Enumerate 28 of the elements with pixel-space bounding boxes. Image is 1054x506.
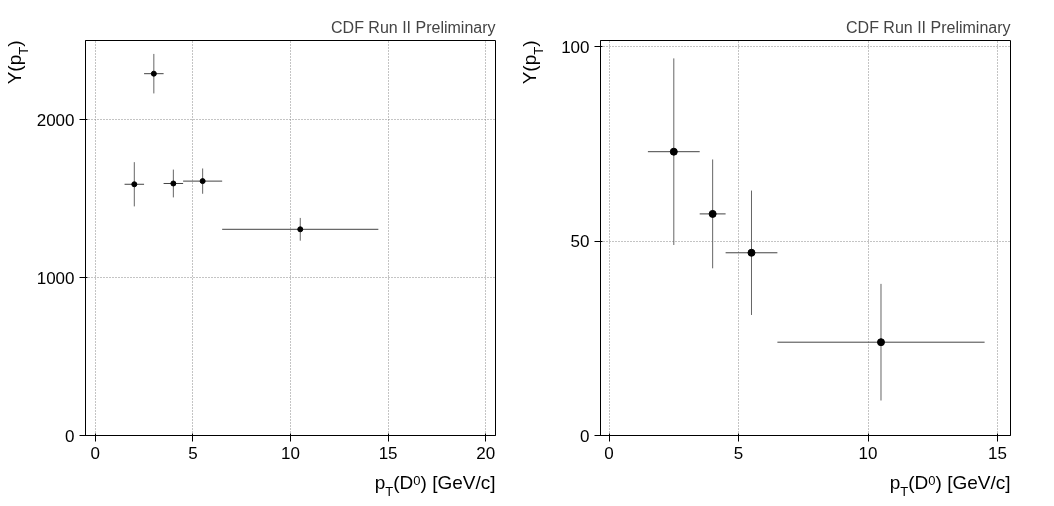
point: [170, 180, 177, 187]
point: [297, 226, 304, 233]
y-tick-label: 100: [561, 37, 590, 57]
point: [877, 338, 885, 347]
text: CDF Run II Preliminary: [846, 18, 1011, 36]
x-tick-label: 10: [281, 443, 300, 463]
point: [747, 248, 756, 257]
x-tick-label: 15: [378, 443, 398, 463]
text: CDF Run II Preliminary: [331, 18, 496, 36]
point: [150, 70, 157, 77]
y-tick-label: 0: [580, 426, 590, 446]
x-tick-label: 20: [476, 443, 496, 463]
y-axis-title: Y(pT): [518, 40, 546, 85]
y-tick-label: 50: [570, 232, 590, 252]
point: [131, 181, 138, 188]
x-tick-label: 15: [988, 443, 1008, 463]
x-tick-label: 0: [90, 443, 100, 463]
y-tick-label: 2000: [36, 110, 75, 130]
point: [669, 147, 678, 156]
point: [708, 209, 717, 218]
x-tick-label: 5: [188, 443, 198, 463]
y-tick-label: 1000: [36, 268, 75, 288]
x-tick-label: 5: [733, 443, 744, 463]
y-tick-label: 0: [65, 426, 75, 446]
x-tick-label: 10: [858, 443, 878, 463]
y-axis-title: Y(pT): [3, 40, 31, 85]
x-tick-label: 0: [604, 443, 614, 463]
point: [199, 178, 206, 185]
